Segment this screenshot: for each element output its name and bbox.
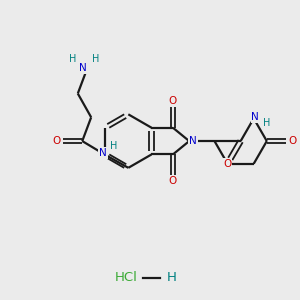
Text: HCl: HCl xyxy=(115,271,138,284)
Text: N: N xyxy=(99,148,107,158)
Text: N: N xyxy=(251,112,259,122)
Text: N: N xyxy=(189,136,197,146)
Text: O: O xyxy=(169,176,177,186)
Text: O: O xyxy=(289,136,297,146)
Text: H: H xyxy=(69,54,76,64)
Text: O: O xyxy=(52,136,61,146)
Text: H: H xyxy=(167,271,176,284)
Text: O: O xyxy=(223,159,231,169)
Text: H: H xyxy=(92,54,99,64)
Text: H: H xyxy=(262,118,270,128)
Text: H: H xyxy=(110,140,117,151)
Text: N: N xyxy=(79,63,87,73)
Text: O: O xyxy=(169,96,177,106)
